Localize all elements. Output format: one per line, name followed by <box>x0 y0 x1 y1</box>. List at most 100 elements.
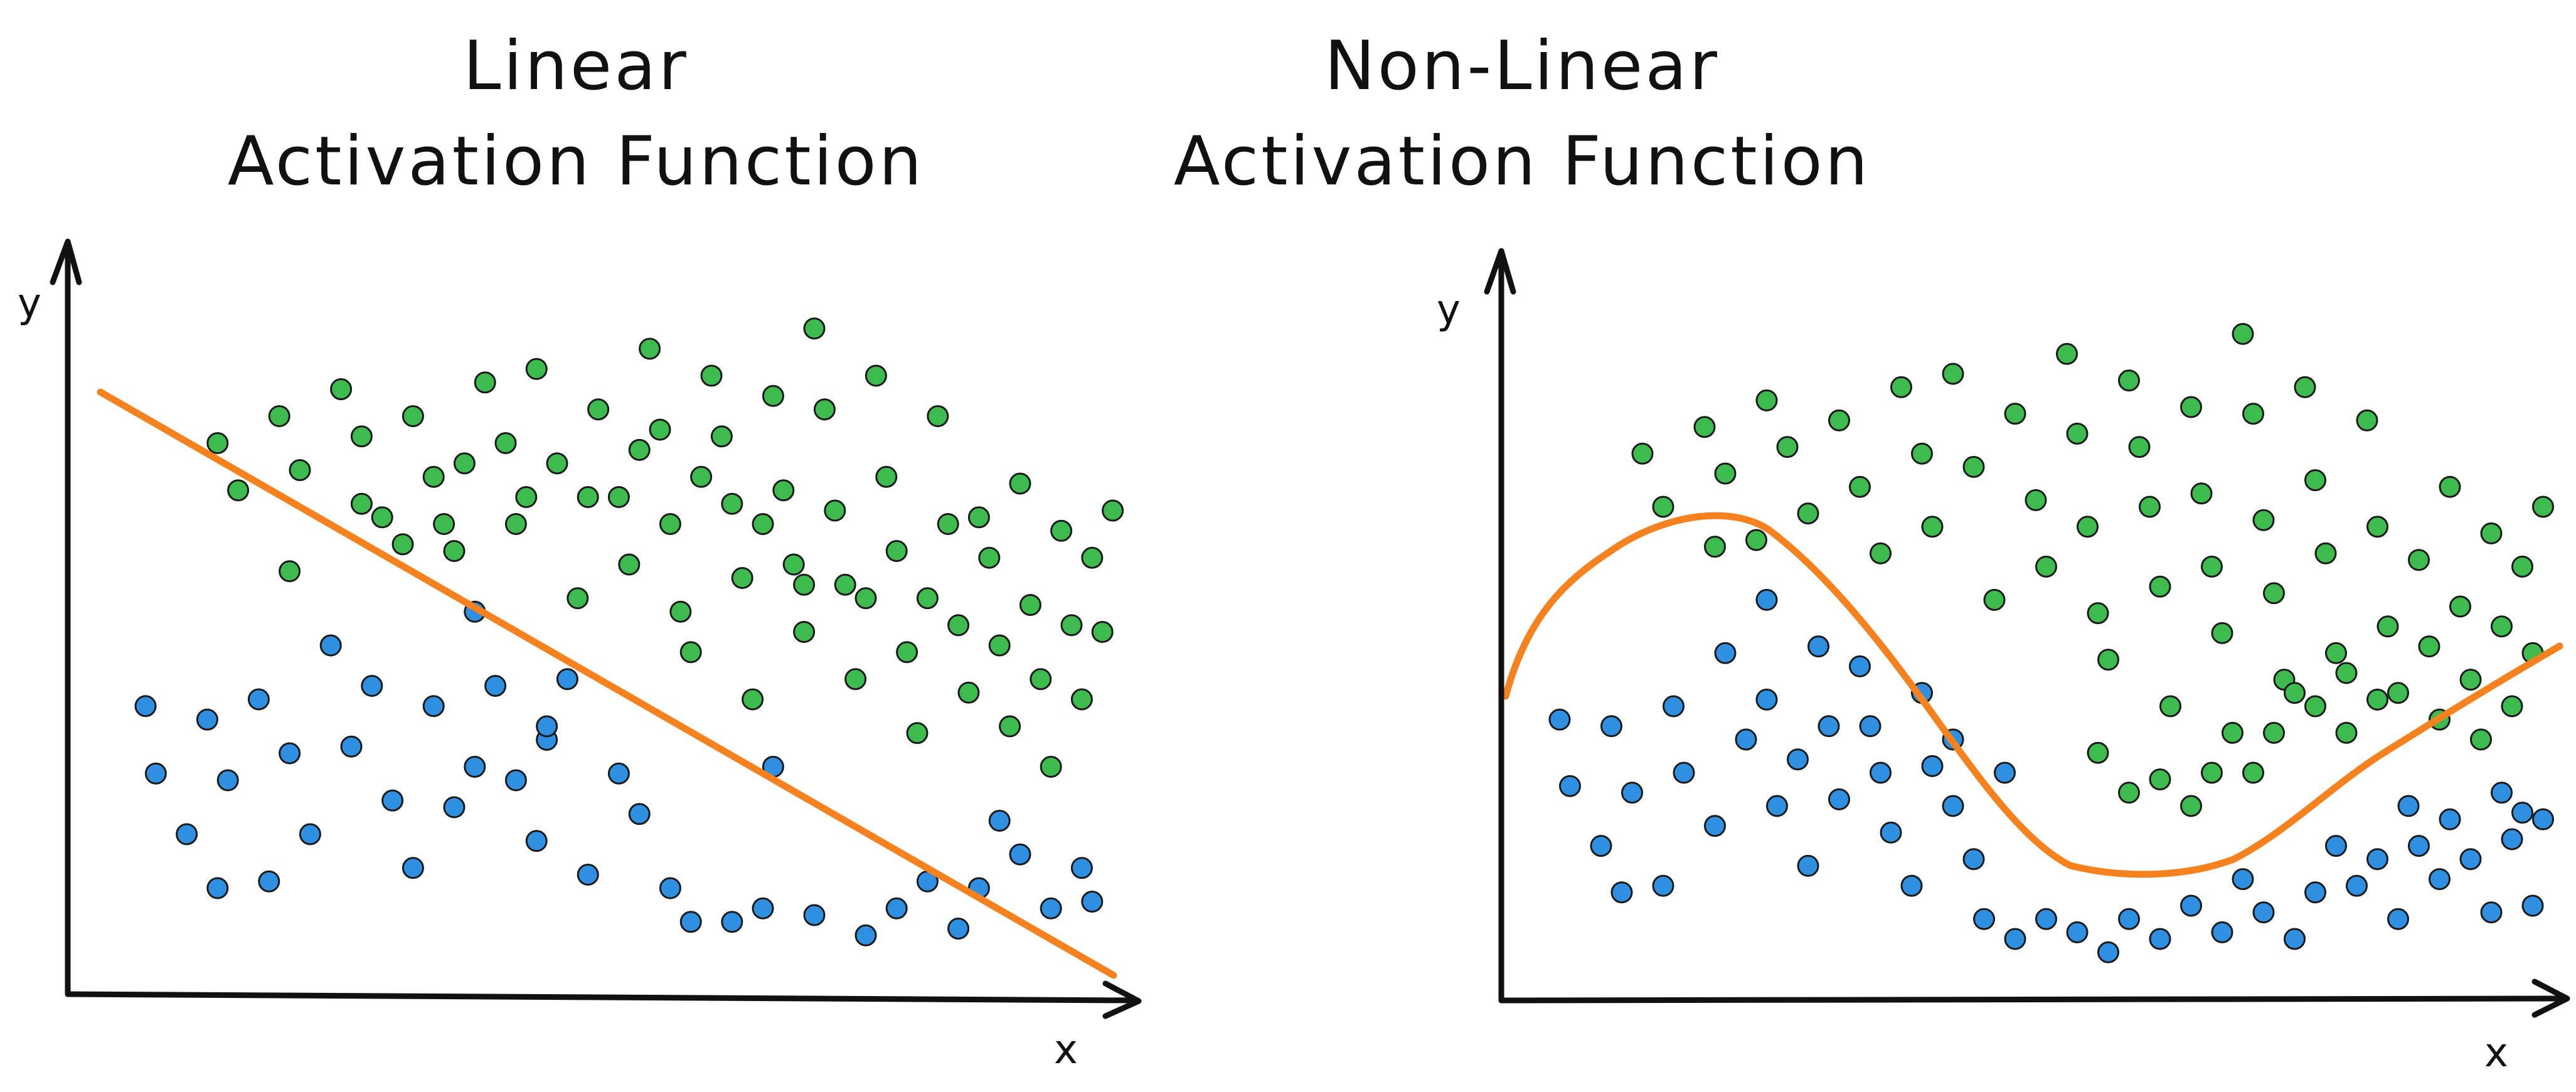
class-b-point <box>2376 615 2399 638</box>
class-b-point <box>2325 642 2347 664</box>
class-b-point <box>854 587 877 610</box>
class-a-point <box>361 675 383 697</box>
class-b-point <box>2304 695 2326 718</box>
class-a-point <box>752 897 774 920</box>
class-b-point <box>628 438 651 461</box>
class-a-point <box>1787 748 1809 771</box>
class-b-point <box>1755 389 1778 411</box>
class-b-point <box>793 621 816 643</box>
class-a-point <box>2366 848 2388 871</box>
class-b-point <box>988 634 1011 657</box>
class-a-point <box>2035 908 2057 930</box>
class-b-point <box>1704 536 1726 558</box>
class-b-point <box>2201 761 2223 784</box>
class-b-point <box>1870 542 1892 565</box>
class-b-point <box>1102 499 1124 522</box>
class-b-point <box>875 465 898 488</box>
nonlinear-x-axis <box>1498 978 2570 1018</box>
class-a-point <box>2284 928 2306 950</box>
class-b-point <box>2087 741 2109 764</box>
class-a-point <box>1714 642 1737 664</box>
class-a-point <box>216 769 239 792</box>
class-a-point <box>721 911 743 933</box>
class-b-point <box>865 364 887 387</box>
class-a-point <box>1621 782 1643 804</box>
class-b-point <box>659 513 681 535</box>
class-a-point <box>1880 821 1902 844</box>
class-a-point <box>1559 775 1581 797</box>
class-a-point <box>947 918 970 940</box>
class-a-point <box>2397 795 2420 817</box>
class-a-point <box>2066 921 2089 943</box>
nonlinear-y-label: y <box>1437 287 1461 333</box>
class-b-point <box>2242 761 2264 784</box>
class-b-point <box>2366 688 2388 711</box>
linear-decision-boundary <box>97 388 1117 979</box>
class-a-point <box>577 864 599 886</box>
class-b-point <box>999 715 1021 738</box>
class-b-point <box>669 600 692 623</box>
class-b-point <box>474 371 496 394</box>
class-a-point <box>885 897 908 920</box>
class-a-point <box>1849 655 1871 677</box>
class-b-point <box>2139 496 2161 518</box>
class-b-point <box>422 465 445 488</box>
class-a-point <box>1962 848 1985 871</box>
class-b-point <box>834 573 856 596</box>
class-a-point <box>1859 715 1881 738</box>
class-a-point <box>525 830 548 852</box>
linear-x-axis <box>65 980 1142 1019</box>
linear-y-label: y <box>18 280 41 327</box>
class-a-point <box>659 877 681 899</box>
class-b-point <box>2470 728 2492 751</box>
class-b-point <box>1714 462 1737 485</box>
class-a-point <box>340 735 363 758</box>
class-b-point <box>1040 756 1062 778</box>
class-a-point <box>1994 761 2016 784</box>
class-b-point <box>2335 662 2358 684</box>
class-b-point <box>350 492 373 515</box>
class-b-point <box>2159 695 2181 718</box>
class-a-point <box>196 708 218 731</box>
class-b-point <box>2118 369 2140 392</box>
class-b-point <box>433 513 455 535</box>
class-b-point <box>679 641 702 664</box>
class-b-point <box>762 384 784 407</box>
class-b-point <box>1776 436 1799 459</box>
class-a-point <box>258 870 280 893</box>
class-b-point <box>1631 442 1654 465</box>
class-a-point <box>402 857 424 879</box>
class-b-point <box>1828 409 1850 432</box>
class-b-point <box>2211 622 2233 644</box>
class-a-point <box>2149 928 2171 950</box>
class-a-point <box>2429 868 2451 891</box>
class-a-point <box>1755 588 1778 611</box>
nonlinear-title: Non-Linear Activation Function <box>234 19 2576 209</box>
class-a-point <box>1735 728 1757 751</box>
class-a-point <box>628 803 651 825</box>
class-b-point <box>1797 502 1819 525</box>
class-b-point <box>2035 555 2057 578</box>
class-b-point <box>2284 682 2306 704</box>
nonlinear-decision-boundary <box>1502 512 2563 878</box>
class-a-point <box>2459 848 2482 871</box>
class-b-point <box>2263 721 2285 744</box>
class-b-point <box>402 405 424 427</box>
class-b-point <box>1050 519 1073 542</box>
class-b-point <box>350 425 373 448</box>
class-a-point <box>2408 835 2430 857</box>
class-b-point <box>525 358 548 380</box>
class-a-point <box>2346 874 2368 897</box>
class-b-point <box>2222 721 2243 744</box>
linear-points <box>134 317 1124 946</box>
class-b-point <box>2128 436 2151 459</box>
class-a-point <box>381 789 404 812</box>
class-b-point <box>906 722 929 745</box>
class-a-point <box>1600 715 1622 738</box>
class-b-point <box>1942 363 1964 385</box>
class-b-point <box>2459 669 2482 691</box>
class-b-point <box>731 567 753 589</box>
linear-title-line-1: Linear <box>463 27 689 105</box>
class-a-point <box>2232 868 2254 891</box>
linear-x-label: x <box>1054 1027 1078 1073</box>
